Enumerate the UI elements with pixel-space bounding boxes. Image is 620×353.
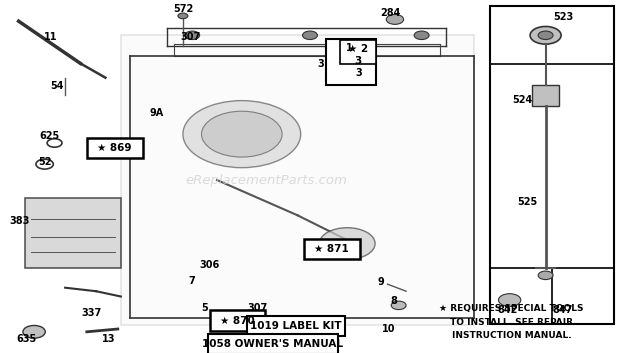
- Text: 847: 847: [553, 305, 573, 315]
- Text: ★ 870: ★ 870: [220, 316, 255, 325]
- Circle shape: [414, 31, 429, 40]
- Text: 9A: 9A: [149, 108, 163, 118]
- FancyBboxPatch shape: [326, 39, 376, 85]
- Circle shape: [185, 31, 200, 40]
- Circle shape: [386, 14, 404, 24]
- Text: 523: 523: [553, 12, 573, 22]
- Text: 1058 OWNER'S MANUAL: 1058 OWNER'S MANUAL: [202, 339, 343, 349]
- Text: 307: 307: [181, 32, 201, 42]
- FancyBboxPatch shape: [247, 316, 345, 336]
- Text: eReplacementParts.com: eReplacementParts.com: [185, 174, 348, 186]
- Text: 9: 9: [378, 277, 384, 287]
- Text: ★ 869: ★ 869: [97, 143, 132, 153]
- Circle shape: [498, 294, 521, 306]
- Text: 7: 7: [189, 276, 195, 286]
- Polygon shape: [25, 198, 121, 268]
- Circle shape: [391, 301, 406, 310]
- Text: 5: 5: [202, 303, 208, 313]
- Circle shape: [183, 101, 301, 168]
- Text: 284: 284: [381, 8, 401, 18]
- Circle shape: [538, 271, 553, 280]
- Text: ★ REQUIRES SPECIAL TOOLS
TO INSTALL. SEE REPAIR
INSTRUCTION MANUAL.: ★ REQUIRES SPECIAL TOOLS TO INSTALL. SEE…: [439, 304, 584, 340]
- Text: ★ 871: ★ 871: [314, 244, 349, 254]
- FancyBboxPatch shape: [304, 239, 360, 259]
- Text: 525: 525: [517, 197, 537, 207]
- Text: 10: 10: [382, 324, 396, 334]
- Text: ★ 2: ★ 2: [348, 44, 368, 54]
- Text: 8: 8: [390, 296, 397, 306]
- Text: 54: 54: [50, 82, 64, 91]
- Bar: [532, 85, 559, 106]
- Text: 307: 307: [247, 303, 267, 313]
- Circle shape: [178, 13, 188, 19]
- FancyBboxPatch shape: [210, 310, 265, 331]
- FancyBboxPatch shape: [121, 35, 474, 325]
- Text: 635: 635: [16, 334, 36, 344]
- Text: 383: 383: [10, 216, 30, 226]
- Text: 1: 1: [347, 43, 353, 53]
- Text: 625: 625: [40, 131, 60, 141]
- Text: 52: 52: [38, 157, 51, 167]
- Text: 3: 3: [355, 68, 361, 78]
- Text: 3: 3: [318, 59, 324, 68]
- Text: 337: 337: [82, 309, 102, 318]
- Text: 3: 3: [354, 56, 361, 66]
- Circle shape: [530, 26, 561, 44]
- FancyBboxPatch shape: [490, 6, 614, 324]
- Text: 11: 11: [44, 32, 58, 42]
- Circle shape: [538, 31, 553, 40]
- Text: 524: 524: [512, 95, 532, 104]
- FancyBboxPatch shape: [340, 40, 376, 64]
- Circle shape: [303, 31, 317, 40]
- Circle shape: [23, 325, 45, 338]
- FancyBboxPatch shape: [208, 334, 338, 353]
- Circle shape: [202, 111, 282, 157]
- Text: 842: 842: [497, 305, 517, 315]
- Text: 572: 572: [173, 4, 193, 14]
- Text: 306: 306: [200, 260, 219, 270]
- Text: 1019 LABEL KIT: 1019 LABEL KIT: [250, 321, 342, 331]
- Circle shape: [319, 228, 375, 259]
- FancyBboxPatch shape: [87, 138, 143, 158]
- Text: 13: 13: [102, 334, 115, 344]
